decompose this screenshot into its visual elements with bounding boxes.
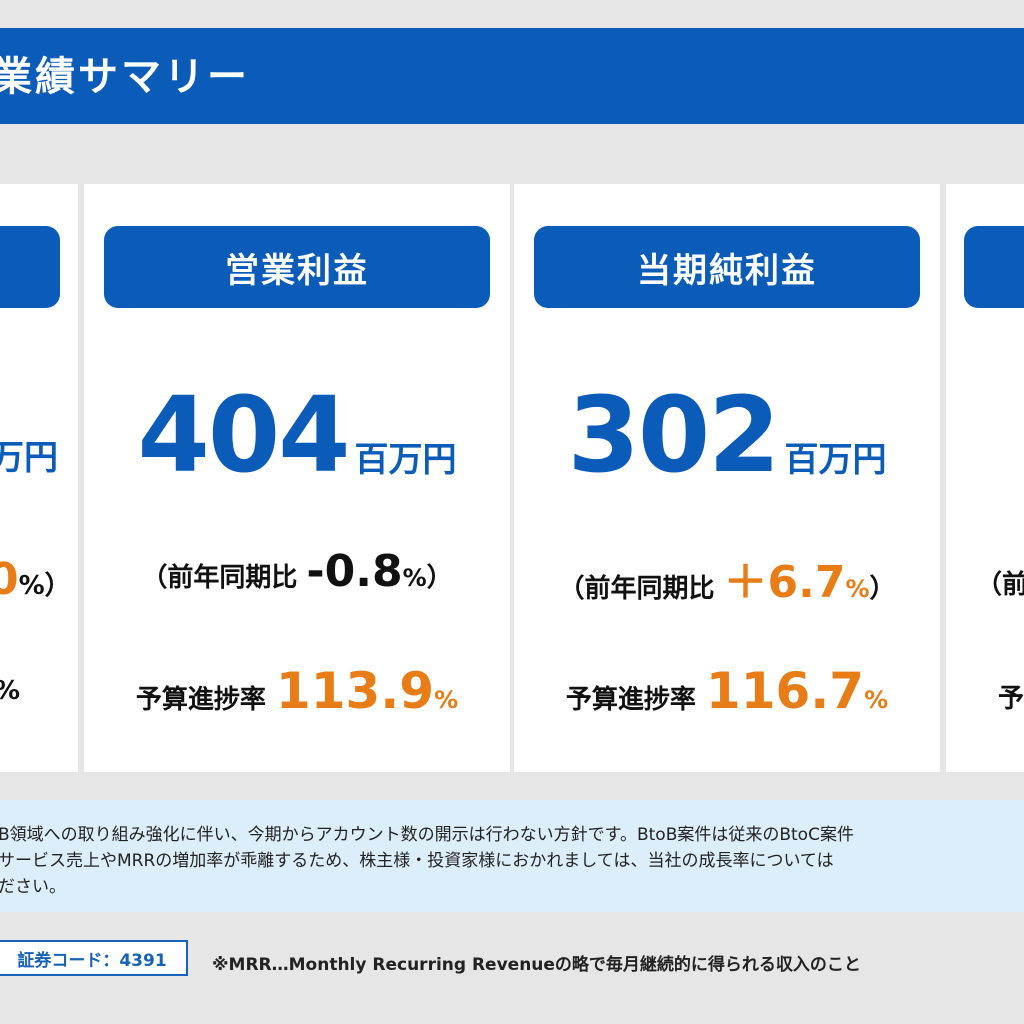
card-yoy-row: （前年同期比 ＋6.7%） xyxy=(514,546,940,610)
summary-card-1: 万円 0%） % xyxy=(0,184,78,772)
card-unit: 万円 xyxy=(0,438,58,478)
card-label-pill xyxy=(964,226,1024,308)
yoy-number: -0.8 xyxy=(306,546,403,597)
note-line-2: サービス売上やMRRの増加率が乖離するため、株主様・投資家様におかれましては、当… xyxy=(0,851,834,871)
yoy-number: ＋6.7 xyxy=(723,557,846,608)
progress-label: 予算進捗率 xyxy=(135,685,266,715)
yoy-percent: % xyxy=(402,564,427,592)
header-banner: 業績サマリー xyxy=(0,28,1024,124)
progress-label: 予算進捗率 xyxy=(565,685,696,715)
yoy-number: 0 xyxy=(0,554,19,605)
disclosure-note: B領域への取り組み強化に伴い、今期からアカウント数の開示は行わない方針です。Bt… xyxy=(0,800,1024,912)
summary-card-net-income: 当期純利益 302 百万円 （前年同期比 ＋6.7%） 予算進捗率 116.7% xyxy=(514,184,940,772)
card-value: 302 xyxy=(567,374,780,496)
progress-percent: % xyxy=(434,686,459,714)
yoy-suffix: ） xyxy=(426,563,453,593)
card-value: 404 xyxy=(137,374,350,496)
stock-code-badge: 証券コード：4391 xyxy=(0,940,188,976)
yoy-percent: % xyxy=(845,575,870,603)
page-title: 業績サマリー xyxy=(0,54,250,100)
card-unit: 百万円 xyxy=(354,440,457,480)
mrr-footnote: ※MRR…Monthly Recurring Revenueの略で毎月継続的に得… xyxy=(212,955,861,975)
summary-card-4: 1 （前 予 xyxy=(946,184,1024,772)
progress-label: 予 xyxy=(998,684,1024,714)
progress-number: 116.7 xyxy=(705,662,865,720)
card-yoy-value: 0%） xyxy=(0,554,71,605)
card-label-pill: 当期純利益 xyxy=(534,226,920,308)
card-value: 1 xyxy=(1014,370,1024,492)
progress-number: 113.9 xyxy=(275,662,435,720)
card-value-row: 404 百万円 xyxy=(84,374,510,496)
yoy-suffix: ） xyxy=(869,574,896,604)
note-line-3: ださい。 xyxy=(0,877,66,897)
card-label-pill xyxy=(0,226,60,308)
yoy-percent: %） xyxy=(18,571,71,601)
yoy-label: （前年同期比 xyxy=(558,574,724,604)
yoy-label: （前 xyxy=(976,570,1024,600)
note-line-1: B領域への取り組み強化に伴い、今期からアカウント数の開示は行わない方針です。Bt… xyxy=(0,825,854,845)
progress-percent: % xyxy=(864,686,889,714)
card-yoy-row: （前年同期比 -0.8%） xyxy=(84,546,510,597)
summary-card-operating-profit: 営業利益 404 百万円 （前年同期比 -0.8%） 予算進捗率 113.9% xyxy=(84,184,510,772)
card-label-pill: 営業利益 xyxy=(104,226,490,308)
card-progress-row: 予算進捗率 113.9% xyxy=(84,662,510,720)
card-progress-row: 予算進捗率 116.7% xyxy=(514,662,940,720)
card-unit: 百万円 xyxy=(784,440,887,480)
yoy-label: （前年同期比 xyxy=(141,563,307,593)
progress-percent: % xyxy=(0,676,20,706)
card-value-row: 302 百万円 xyxy=(514,374,940,496)
